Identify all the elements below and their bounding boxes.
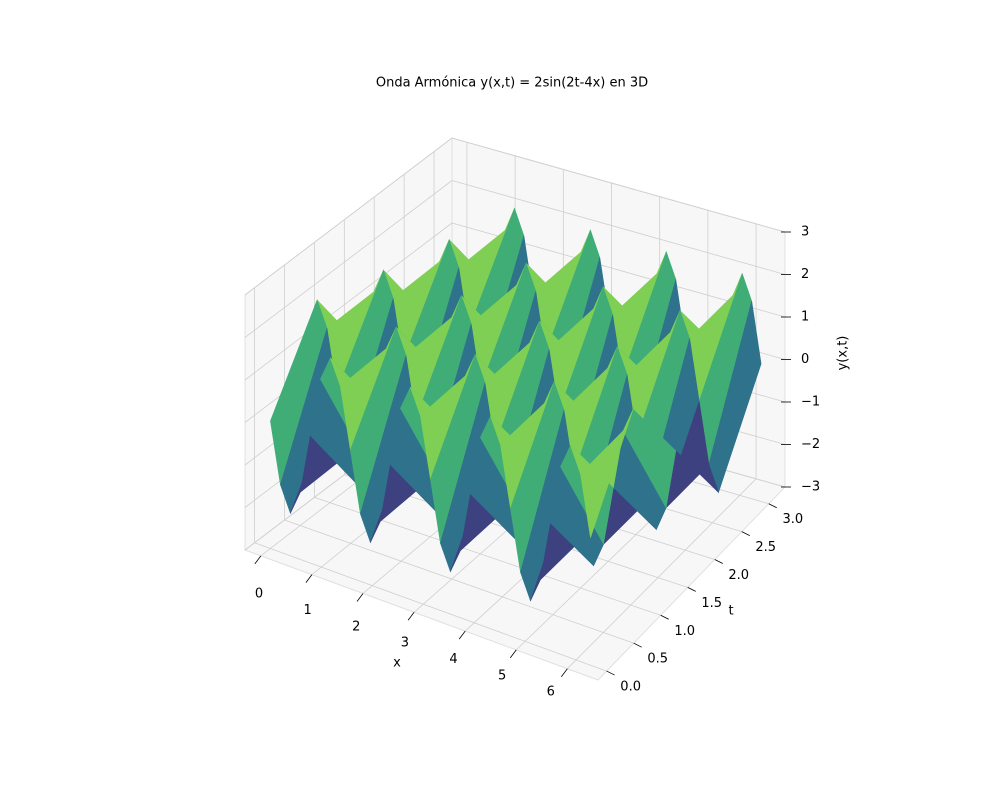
- x-tick-label: 2: [352, 619, 360, 634]
- y-tick: [768, 503, 777, 509]
- x-axis-label: x: [393, 656, 401, 671]
- y-tick: [687, 587, 696, 592]
- y-tick-label: 2.5: [755, 540, 776, 555]
- x-tick: [254, 555, 262, 565]
- z-tick-label: 2: [801, 267, 809, 282]
- grid-line: [254, 542, 607, 672]
- y-tick: [714, 559, 723, 564]
- x-tick: [561, 668, 568, 677]
- x-tick: [509, 649, 517, 659]
- y-tick-label: 1.5: [701, 596, 722, 611]
- x-tick: [458, 630, 466, 640]
- y-tick-label: 1.0: [674, 624, 695, 639]
- z-tick-label: −2: [801, 437, 820, 452]
- x-tick-label: 4: [449, 652, 457, 667]
- grid-line: [284, 519, 634, 644]
- y-tick-label: 0.0: [620, 680, 641, 695]
- y-tick-label: 3.0: [782, 512, 803, 527]
- ticks: 0 1 2 3 4 5 6 0.0 0.5 1.0 1.5 2.0 2.5 3.0 −3 −2 −1 0 1 2 3: [254, 225, 820, 700]
- y-tick: [606, 670, 615, 676]
- surface-facet: [580, 409, 634, 538]
- surface: [270, 207, 762, 602]
- y-tick-label: 2.0: [728, 568, 749, 583]
- x-tick: [356, 593, 364, 602]
- y-tick: [741, 531, 750, 536]
- x-tick-label: 3: [401, 636, 409, 651]
- y-tick-label: 0.5: [647, 652, 668, 667]
- x-tick-label: 1: [304, 603, 312, 618]
- grid-line: [244, 222, 453, 381]
- grid-line: [567, 478, 757, 669]
- z-tick-label: 3: [801, 225, 809, 240]
- x-tick-label: 6: [547, 685, 555, 700]
- x-tick-label: 5: [498, 668, 506, 683]
- x-tick: [305, 574, 313, 583]
- grid-line: [451, 180, 786, 275]
- z-axis-label: y(x,t): [836, 336, 851, 371]
- grid-line: [244, 180, 453, 338]
- y-tick: [633, 642, 642, 648]
- z-tick-label: −3: [801, 480, 820, 495]
- z-tick-label: −1: [801, 395, 820, 410]
- t-axis-label: t: [728, 604, 733, 619]
- grid-line: [451, 137, 786, 233]
- grid-line: [244, 137, 453, 296]
- x-tick-label: 0: [255, 587, 263, 602]
- z-tick-label: 0: [801, 352, 809, 367]
- z-tick-label: 1: [801, 310, 809, 325]
- chart-title: Onda Armónica y(x,t) = 2sin(2t-4x) en 3D: [376, 76, 648, 91]
- y-tick: [660, 614, 669, 620]
- x-tick: [407, 612, 415, 621]
